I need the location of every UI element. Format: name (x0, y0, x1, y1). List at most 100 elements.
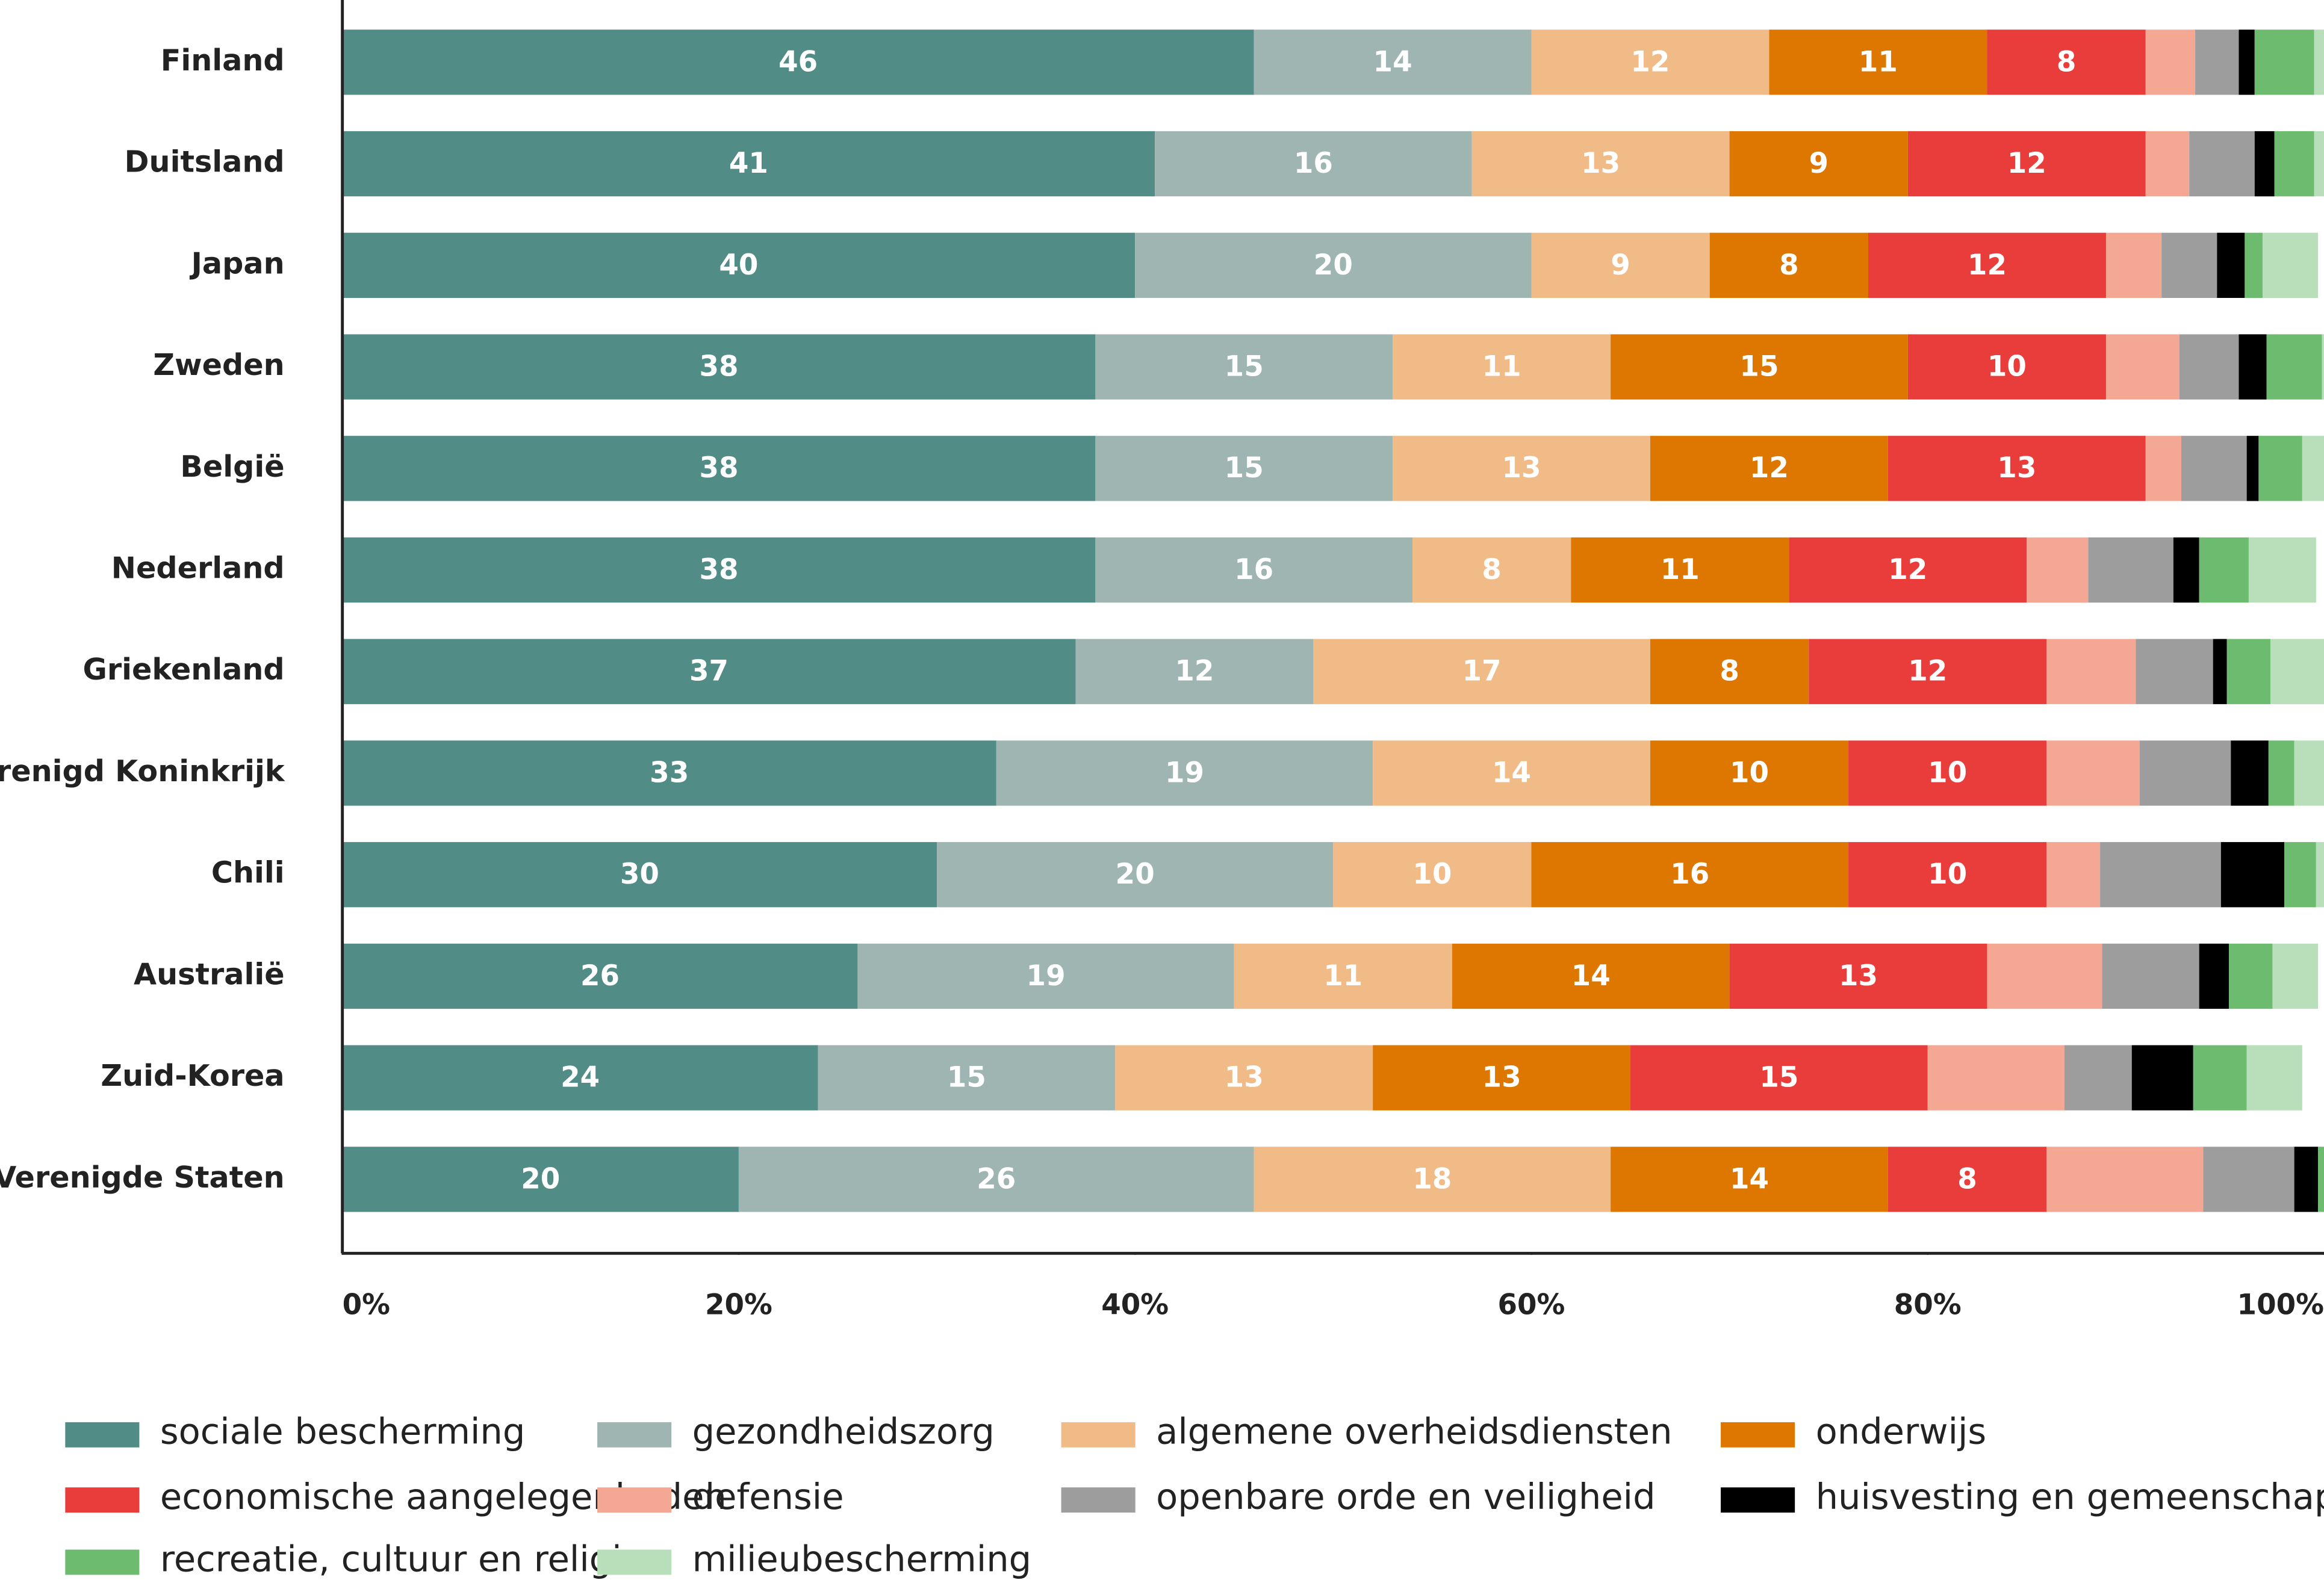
category-label: België (180, 449, 284, 484)
bar-segment (2195, 29, 2239, 95)
bar-segment (1907, 131, 2146, 197)
value-label: 26 (977, 1163, 1016, 1195)
value-label: 13 (1581, 147, 1620, 180)
value-label: 9 (1611, 249, 1630, 282)
value-label: 10 (1928, 858, 1967, 891)
value-label: 10 (1412, 858, 1452, 891)
value-label: 10 (1987, 351, 2027, 383)
value-label: 38 (699, 554, 738, 586)
bar-segment (996, 740, 1373, 806)
bar-segment (1630, 1045, 1928, 1110)
bar-segment (2302, 436, 2324, 501)
value-label: 8 (1957, 1163, 1977, 1195)
bar-segment (2046, 740, 2140, 806)
bar-segment (342, 1147, 739, 1212)
bar-segment (1115, 1045, 1373, 1110)
bar-segment (2173, 537, 2199, 603)
bar-segment (1075, 639, 1314, 704)
value-label: 11 (1661, 554, 1700, 586)
legend-label: gezondheidszorg (692, 1411, 995, 1452)
value-label: 14 (1373, 46, 1412, 78)
x-tick-label: 0% (343, 1289, 390, 1321)
value-label: 37 (689, 655, 729, 688)
bar-segment (1848, 842, 2047, 908)
value-label: 26 (580, 960, 620, 993)
category-label: Chili (211, 855, 285, 890)
bar-segment (2046, 842, 2101, 908)
bar-segment (2189, 131, 2255, 197)
value-label: 15 (1225, 351, 1264, 383)
bar-segment (2193, 1045, 2247, 1110)
value-label: 11 (1859, 46, 1898, 78)
value-label: 30 (620, 858, 659, 891)
bar-segment (2088, 537, 2173, 603)
x-tick-label: 20% (705, 1289, 772, 1321)
bar-segment (2268, 740, 2294, 806)
value-label: 40 (719, 249, 758, 282)
bar-segment (2254, 29, 2314, 95)
bar-segment (2322, 334, 2324, 400)
value-label: 8 (1482, 554, 1502, 586)
bar-segment (818, 1045, 1116, 1110)
category-label: Verenigd Koninkrijk (0, 754, 285, 788)
bar-segment (2316, 842, 2324, 908)
legend-label: defensie (692, 1476, 844, 1517)
bar-segment (1412, 537, 1571, 603)
value-label: 13 (1225, 1062, 1264, 1094)
value-label: 46 (778, 46, 818, 78)
value-label: 16 (1294, 147, 1333, 180)
legend-swatch (1061, 1422, 1136, 1448)
value-label: 13 (1482, 1062, 1521, 1094)
bar-segment (342, 29, 1254, 95)
value-label: 15 (1739, 351, 1779, 383)
value-label: 38 (699, 351, 738, 383)
bar-segment (1987, 29, 2146, 95)
bar-segment (342, 639, 1076, 704)
bar-segment (2105, 232, 2162, 298)
value-label: 15 (1759, 1062, 1798, 1094)
value-label: 12 (1630, 46, 1670, 78)
bar-segment (342, 232, 1136, 298)
category-label: Australië (134, 956, 285, 991)
bar-segment (2272, 943, 2319, 1009)
bar-segment (2266, 334, 2322, 400)
bar-segment (2239, 334, 2267, 400)
bar-segment (937, 842, 1334, 908)
value-label: 14 (1730, 1163, 1769, 1195)
bar-segment (2145, 29, 2196, 95)
value-label: 12 (1175, 655, 1214, 688)
bar-segment (2105, 334, 2180, 400)
bar-segment (2245, 232, 2263, 298)
bar-segment (1531, 842, 1849, 908)
x-tick-label: 80% (1894, 1289, 1962, 1321)
bar-segment (2262, 232, 2319, 298)
bar-segment (2318, 1147, 2324, 1212)
bar-segment (2131, 1045, 2193, 1110)
value-label: 15 (947, 1062, 986, 1094)
bar-segment (1907, 334, 2106, 400)
bar-segment (1095, 334, 1393, 400)
bar-segment (1531, 29, 1769, 95)
bar-segment (1887, 436, 2146, 501)
value-label: 41 (729, 147, 768, 180)
bar-segment (1809, 639, 2047, 704)
bar-segment (2284, 842, 2316, 908)
bar-segment (1571, 537, 1789, 603)
value-label: 11 (1482, 351, 1521, 383)
bar-segment (2136, 639, 2213, 704)
value-label: 13 (1839, 960, 1878, 993)
value-label: 15 (1225, 452, 1264, 485)
value-label: 14 (1571, 960, 1611, 993)
value-label: 33 (650, 757, 689, 789)
legend-swatch (597, 1422, 672, 1448)
bar-segment (2199, 943, 2229, 1009)
bar-segment (2229, 943, 2273, 1009)
bar-segment (1927, 1045, 2065, 1110)
category-label: Nederland (111, 551, 285, 586)
bar-segment (2100, 842, 2221, 908)
bar-segment (2270, 639, 2324, 704)
bar-segment (1373, 1045, 1631, 1110)
bar-segment (2248, 537, 2316, 603)
bar-segment (1471, 131, 1730, 197)
value-label: 10 (1730, 757, 1769, 789)
